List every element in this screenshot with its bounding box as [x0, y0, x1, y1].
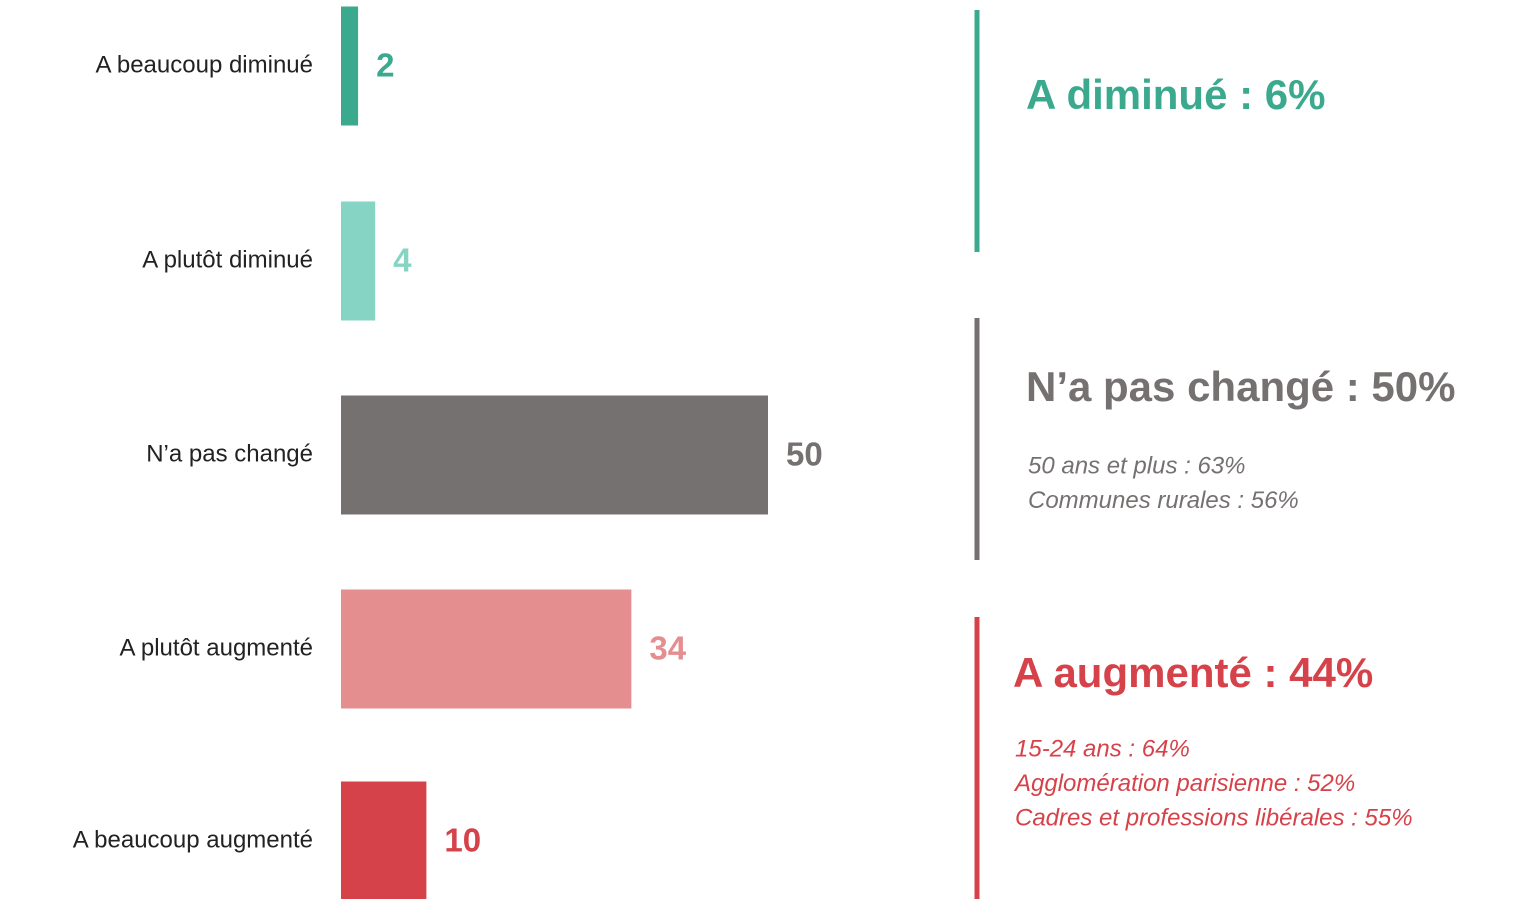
category-label: A plutôt diminué — [142, 246, 313, 273]
value-label: 4 — [393, 242, 412, 279]
value-label: 34 — [649, 630, 686, 667]
category-label: A plutôt augmenté — [120, 634, 313, 661]
bar — [341, 201, 376, 321]
bar — [341, 781, 427, 899]
annotation-line: Communes rurales : 56% — [1028, 487, 1299, 514]
value-label: 10 — [444, 822, 481, 859]
annotation-line: 15-24 ans : 64% — [1015, 735, 1190, 762]
value-label: 2 — [376, 47, 394, 84]
value-label: 50 — [786, 436, 823, 473]
category-label: N’a pas changé — [146, 440, 313, 467]
bar — [341, 395, 768, 515]
category-label: A beaucoup augmenté — [73, 826, 313, 853]
annotation-line: 50 ans et plus : 63% — [1028, 452, 1245, 479]
category-label: A beaucoup diminué — [96, 51, 314, 78]
annotation-title: A diminué : 6% — [1026, 71, 1325, 118]
annotation-line: Agglomération parisienne : 52% — [1013, 770, 1355, 797]
annotation-title: N’a pas changé : 50% — [1026, 363, 1456, 410]
bar — [341, 6, 359, 126]
annotation-title: A augmenté : 44% — [1013, 649, 1373, 696]
bar — [341, 589, 632, 709]
annotation-line: Cadres et professions libérales : 55% — [1015, 804, 1413, 831]
